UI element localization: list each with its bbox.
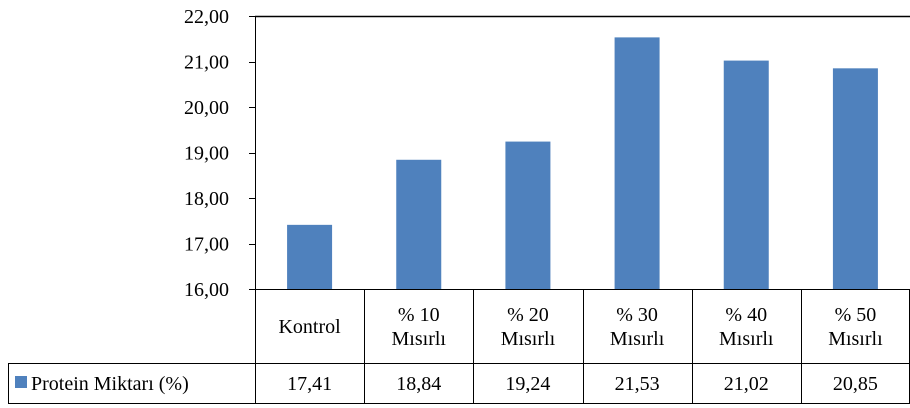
legend-swatch: [15, 376, 27, 388]
bar: [287, 224, 333, 289]
category-label: Kontrol: [278, 316, 341, 338]
bar: [505, 141, 551, 289]
y-tick-label: 19,00: [184, 143, 229, 165]
category-label-line: % 30: [616, 304, 658, 326]
category-label-line: % 40: [725, 304, 767, 326]
y-tick-label: 17,00: [184, 234, 229, 256]
y-tick-label: 22,00: [184, 6, 229, 28]
data-table: Kontrol% 10 Mısırlı% 20 Mısırlı% 30 Mısırlı…: [8, 289, 910, 404]
category-label-line: Kontrol: [278, 316, 341, 338]
y-tick-label: 16,00: [184, 279, 229, 301]
data-value-label: 19,24: [505, 373, 550, 395]
y-axis: 16,00 17,00 18,00 19,00 20,00 21,00 22,00: [184, 6, 910, 403]
category-label-line: Mısırlı: [501, 328, 556, 350]
category-label: % 20 Mısırlı: [501, 304, 556, 350]
category-label: % 30 Mısırlı: [610, 304, 665, 350]
category-label-line: % 10: [398, 304, 440, 326]
category-label: % 40 Mısırlı: [719, 304, 774, 350]
category-label: % 50 Mısırlı: [828, 304, 883, 350]
bars: [287, 37, 878, 290]
bar: [396, 159, 442, 289]
data-value-label: 21,02: [724, 373, 769, 395]
category-label-line: Mısırlı: [828, 328, 883, 350]
y-tick-label: 18,00: [184, 188, 229, 210]
y-tick-label: 21,00: [184, 52, 229, 74]
y-tick-label: 20,00: [184, 97, 229, 119]
bar: [614, 37, 660, 290]
legend-label: Protein Miktarı (%): [31, 373, 189, 395]
category-label-line: % 50: [835, 304, 877, 326]
bar: [723, 60, 769, 290]
category-label-line: Mısırlı: [719, 328, 774, 350]
data-value-label: 20,85: [833, 373, 878, 395]
data-value-label: 18,84: [396, 373, 441, 395]
category-label-line: Mısırlı: [392, 328, 447, 350]
data-value-label: 17,41: [287, 373, 332, 395]
data-value-label: 21,53: [615, 373, 660, 395]
category-label: % 10 Mısırlı: [392, 304, 447, 350]
category-label-line: Mısırlı: [610, 328, 665, 350]
category-label-line: % 20: [507, 304, 549, 326]
bar: [832, 68, 878, 289]
